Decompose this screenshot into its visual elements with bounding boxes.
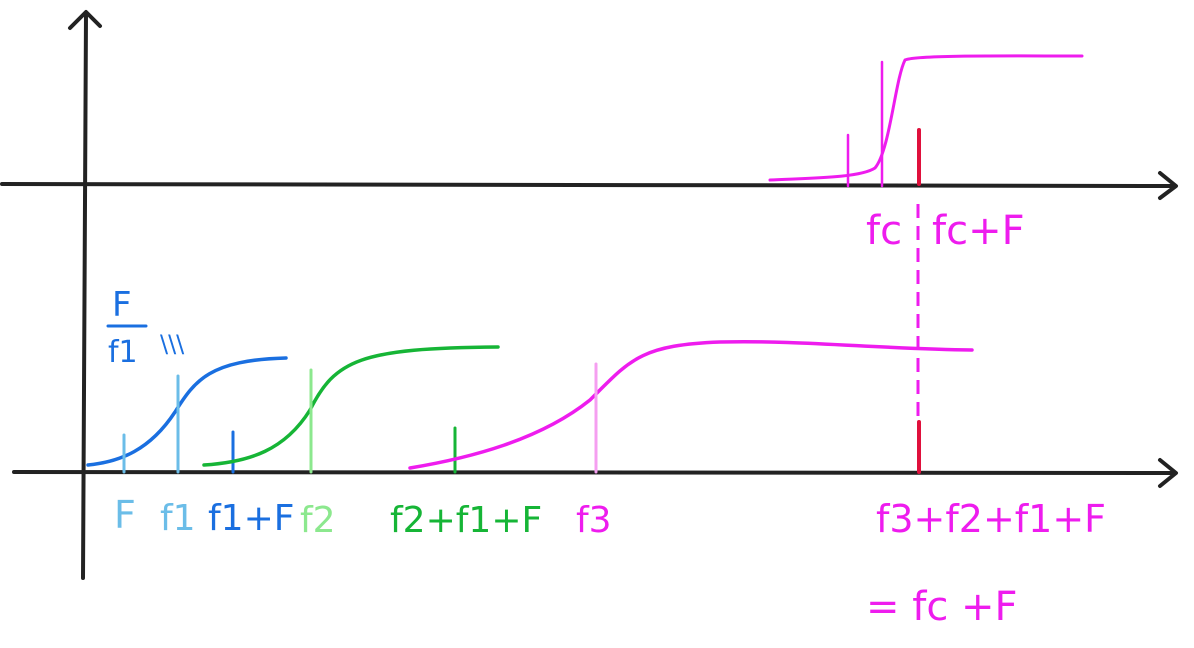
bottom-labels: F f1 \\\ F f1 f1+F f2 f2+f1+F f3 f3+f2+f…: [106, 285, 1106, 630]
top-x-axis: [0, 182, 1176, 188]
f3-response-curve: [408, 339, 974, 470]
ratio-denominator: f1: [108, 335, 138, 370]
bottom-x-axis-arrowhead: [1158, 458, 1178, 488]
ratio-suffix: \\\: [160, 330, 185, 358]
label-f3: f3: [576, 500, 612, 541]
fc-response-curve: [768, 54, 1084, 182]
label-f1-plus-F: f1+F: [208, 498, 294, 539]
label-f2: f2: [300, 500, 336, 541]
label-fc: fc: [866, 208, 902, 254]
label-equals-fc-plus-F: = fc +F: [866, 584, 1018, 630]
label-f1: f1: [160, 498, 196, 539]
ratio-numerator: F: [112, 285, 132, 325]
label-fc-plus-F: fc+F: [932, 208, 1025, 254]
bottom-panel: [86, 339, 974, 474]
label-f2-plus-f1-plus-F: f2+f1+F: [390, 500, 542, 541]
y-axis-arrowhead: [68, 10, 102, 30]
label-sum: f3+f2+f1+F: [876, 497, 1106, 541]
y-axis: [81, 12, 88, 580]
f1-response-curve: [86, 356, 288, 467]
top-x-axis-arrowhead: [1158, 171, 1178, 200]
axes: [0, 10, 1178, 580]
top-panel: fc fc+F: [768, 54, 1084, 254]
bottom-x-axis: [12, 470, 1176, 475]
label-F: F: [114, 493, 136, 537]
f2-response-curve: [202, 345, 500, 467]
